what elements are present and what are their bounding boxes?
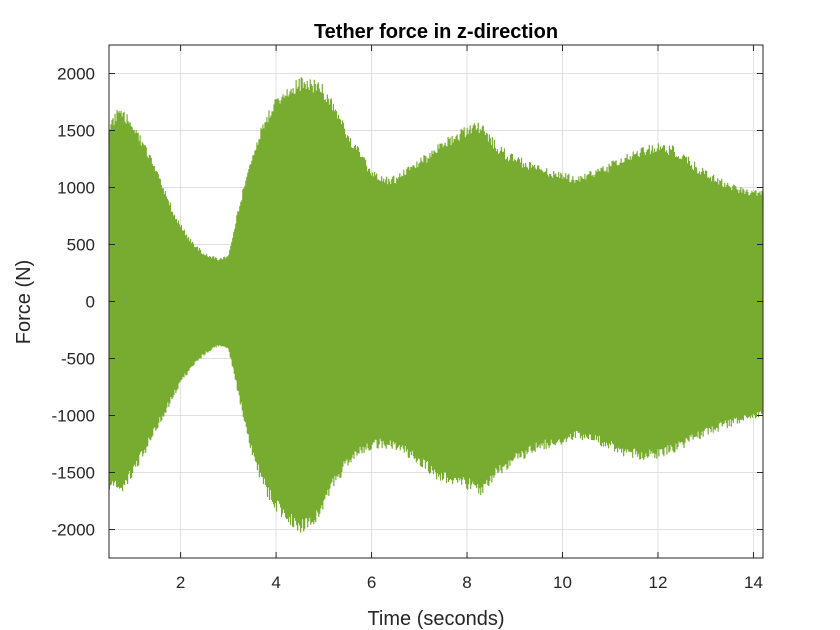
y-tick-label: 0	[86, 293, 95, 312]
x-tick-label: 6	[367, 573, 376, 592]
y-tick-label: 1000	[57, 179, 95, 198]
y-tick-label: 2000	[57, 65, 95, 84]
x-axis-label: Time (seconds)	[367, 608, 504, 630]
x-tick-label: 4	[271, 573, 280, 592]
x-tick-label: 2	[176, 573, 185, 592]
chart-title: Tether force in z-direction	[314, 21, 558, 43]
y-tick-label: -1500	[52, 464, 95, 483]
x-tick-label: 12	[649, 573, 668, 592]
series-layer	[108, 76, 764, 533]
y-tick-label: -2000	[52, 521, 95, 540]
y-tick-label: -500	[61, 350, 95, 369]
x-tick-label: 10	[553, 573, 572, 592]
x-tick-label: 8	[462, 573, 471, 592]
y-tick-label: -1000	[52, 407, 95, 426]
x-tick-label: 14	[744, 573, 763, 592]
y-axis-label: Force (N)	[13, 260, 35, 344]
y-tick-label: 500	[67, 236, 95, 255]
y-tick-label: 1500	[57, 122, 95, 141]
tick-layer: 2 4 6 8 10 12 14 -2000 -1500 -1000 -500 0 500 1000 150…	[52, 45, 763, 592]
force-series-band	[109, 92, 763, 517]
